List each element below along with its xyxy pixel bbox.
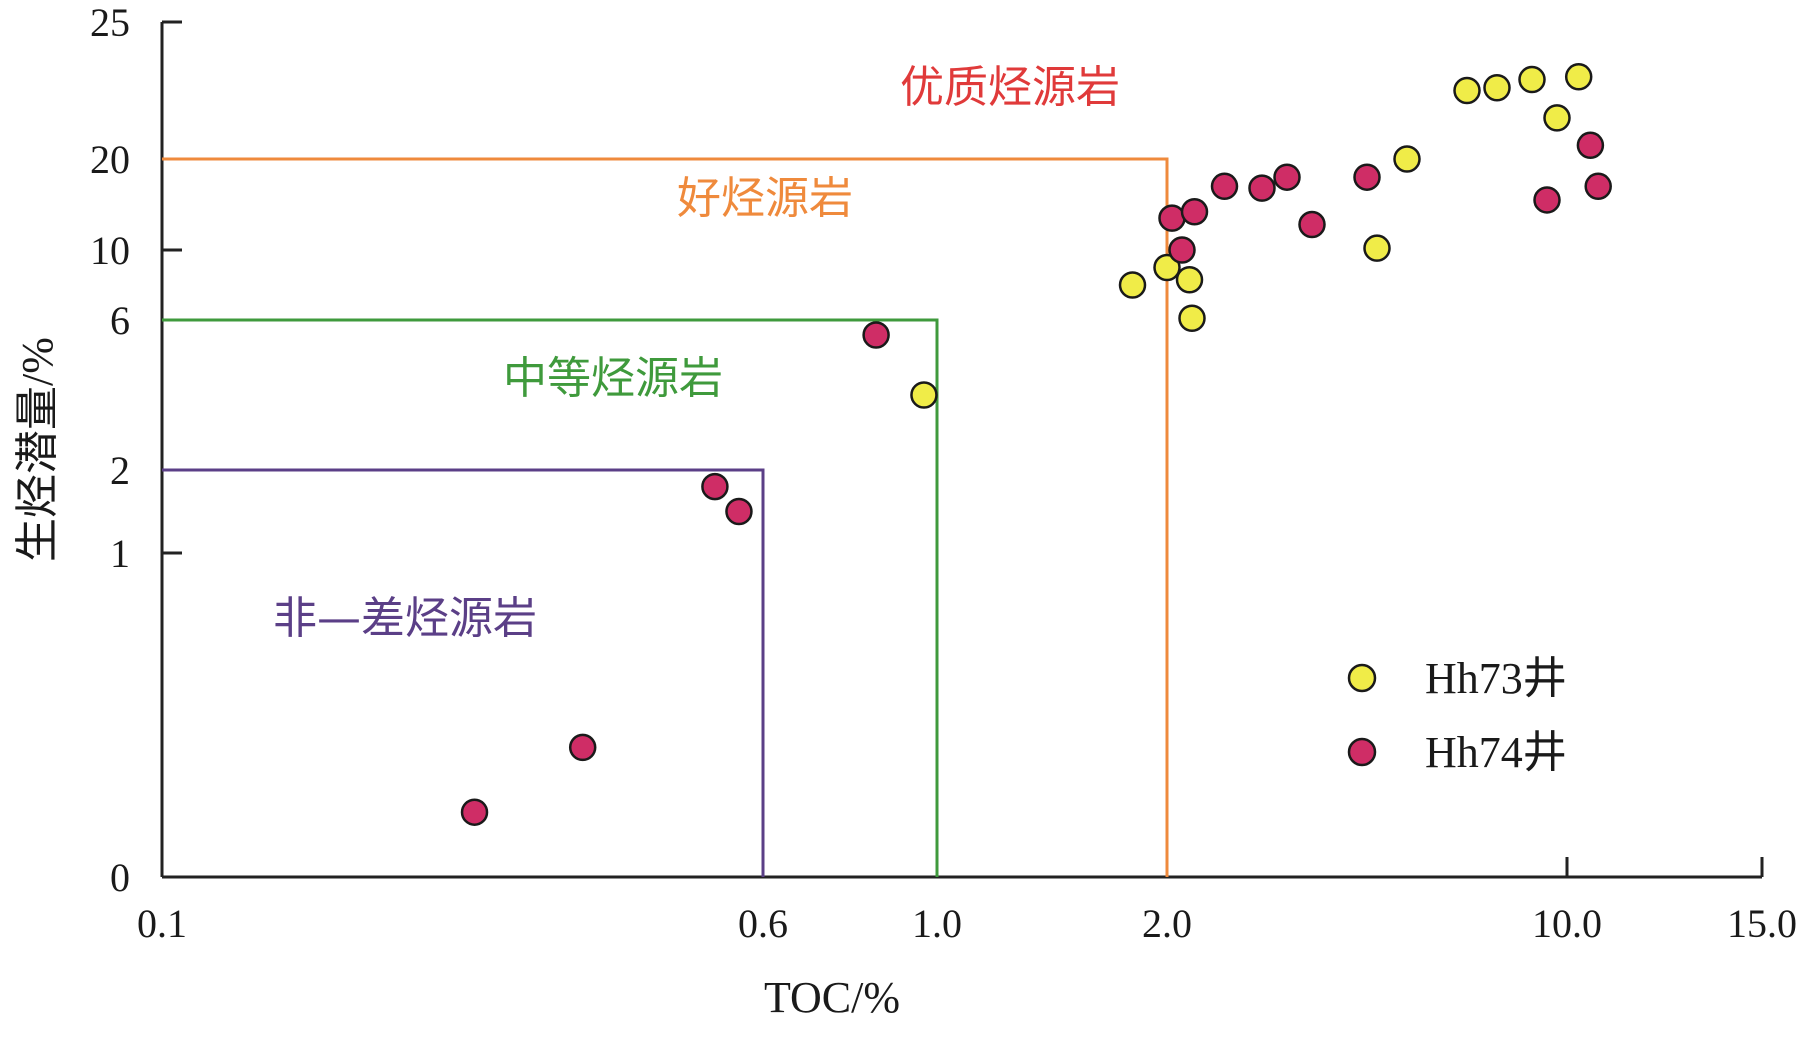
point-series-1 [1180,198,1209,226]
x-tick-label: 15.0 [1727,901,1797,946]
y-tick-label: 1 [110,531,130,576]
point-series-0 [1453,76,1481,105]
point-series-0 [1363,234,1391,262]
legend-label-0: Hh73井 [1425,654,1567,703]
legend: Hh73井 Hh74井 [1347,654,1567,777]
point-series-1 [1576,131,1605,160]
point-series-0 [1118,271,1147,299]
point-series-1 [1298,210,1326,239]
x-tick-label: 2.0 [1142,901,1192,946]
region-boundary-0 [162,468,765,877]
region-labels: 非—差烃源岩 中等烃源岩 好烃源岩 优质烃源岩 [273,62,1120,644]
x-tick-label: 1.0 [912,901,962,946]
point-series-1 [460,798,489,826]
point-series-0 [1178,304,1206,332]
point-series-1 [1533,186,1561,214]
axes: 0 1 2 6 10 20 25 0.1 0.6 1.0 2.0 10.0 15.0 TOC/% 生烃潜量/… [13,0,1797,1022]
region-label-1: 中等烃源岩 [503,353,723,404]
legend-marker-1 [1347,737,1377,767]
y-tick-label: 20 [90,137,130,182]
point-series-0 [1393,145,1421,173]
point-series-1 [701,472,729,501]
y-tick-label: 0 [110,855,130,900]
data-points [460,63,1612,826]
region-boundaries [162,157,1169,877]
y-tick-label: 25 [90,0,130,45]
x-tick-label: 10.0 [1532,901,1602,946]
x-axis-title: TOC/% [764,973,900,1022]
point-series-1 [1168,236,1196,264]
region-boundary-1 [162,318,939,877]
point-series-1 [1353,163,1381,191]
legend-marker-0 [1347,663,1377,693]
point-series-0 [1543,104,1571,132]
point-series-0 [910,381,938,409]
point-series-1 [725,497,753,526]
y-tick-label: 10 [90,228,130,273]
point-series-1 [862,321,890,349]
x-tick-label: 0.1 [137,901,187,946]
point-series-1 [1210,172,1239,201]
point-series-0 [1175,266,1204,294]
region-label-3: 优质烃源岩 [900,62,1120,113]
point-series-1 [568,733,597,762]
legend-label-1: Hh74井 [1425,728,1567,777]
point-series-1 [1248,174,1276,202]
point-series-0 [1564,63,1593,91]
y-axis-title: 生烃潜量/% [13,337,62,562]
region-label-0: 非—差烃源岩 [273,593,537,644]
point-series-0 [1483,74,1511,102]
point-series-0 [1153,253,1181,282]
y-tick-label: 2 [110,448,130,493]
point-series-1 [1158,204,1186,232]
x-tick-label: 0.6 [738,901,788,946]
point-series-1 [1273,163,1301,191]
point-series-0 [1518,65,1546,94]
point-series-1 [1584,172,1612,201]
y-tick-label: 6 [110,298,130,343]
region-boundary-2 [162,157,1169,877]
region-label-2: 好烃源岩 [677,173,853,224]
